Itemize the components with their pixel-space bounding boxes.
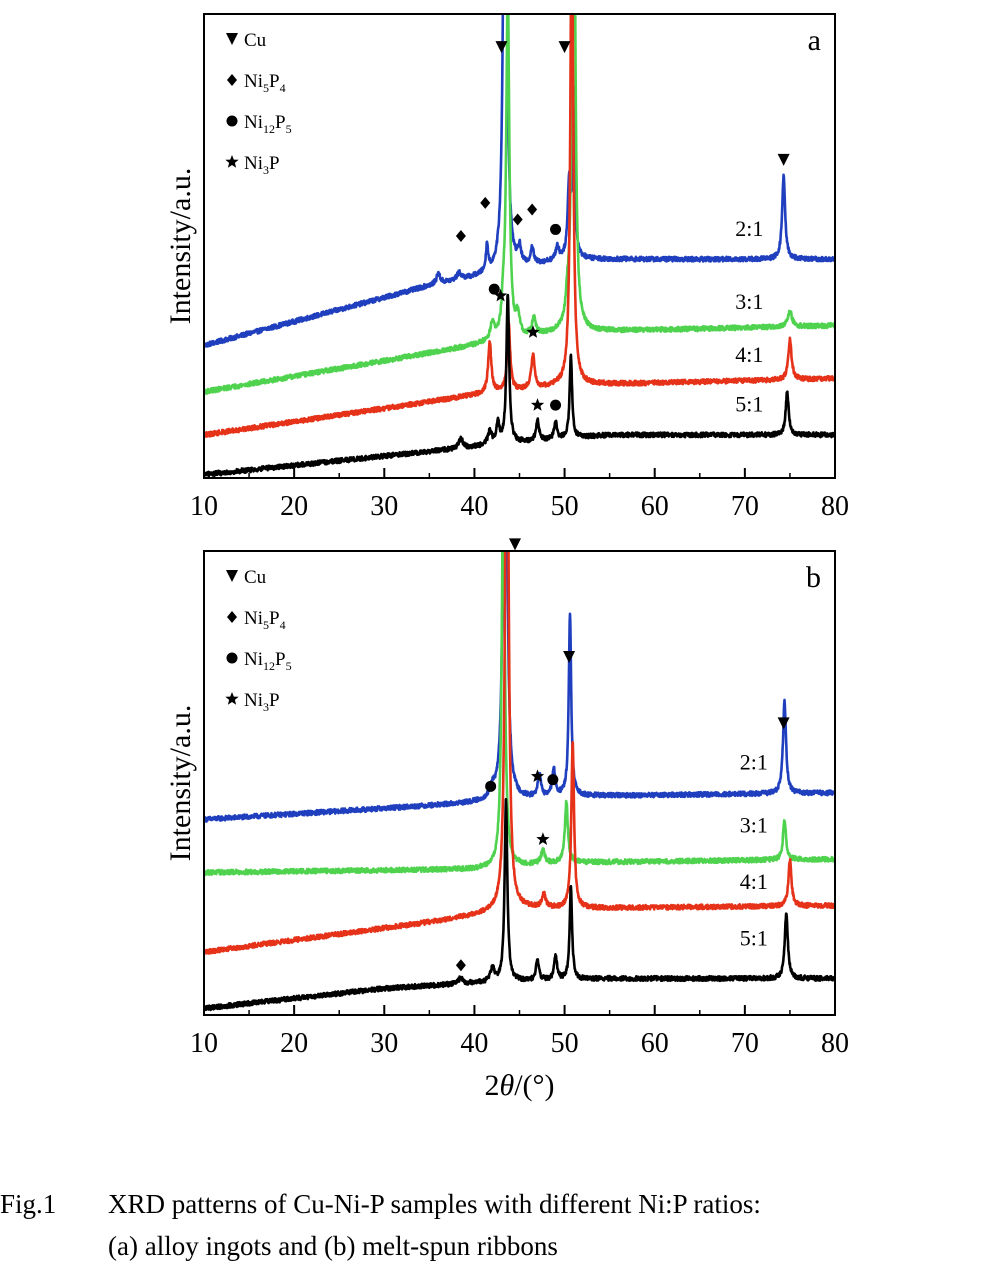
peak-marker-triangle: [495, 41, 508, 54]
series-line-5-1: [204, 797, 835, 1012]
series-line-3-1: [204, 551, 835, 877]
legend-marker-star: [225, 155, 239, 168]
legend: Cu Ni5P4 Ni12P5 Ni3P: [225, 30, 292, 177]
peak-marker-star: [530, 398, 545, 411]
peak-marker-diamond: [512, 213, 523, 226]
series-label: 2:1: [740, 750, 768, 775]
peak-marker-triangle: [777, 153, 790, 166]
series-label: 4:1: [740, 869, 768, 894]
panel-b-chart: 10 20 30 40 50 60 70 80 Intensity/a.u. 2θ/(°) b Cu N…: [164, 538, 849, 1102]
legend-marker-triangle: [226, 33, 238, 45]
series-line-4-1: [204, 14, 835, 438]
peak-marker-diamond: [455, 230, 466, 243]
x-tick-label: 20: [280, 1028, 308, 1059]
caption-line-2: (a) alloy ingots and (b) melt-spun ribbo…: [108, 1231, 558, 1261]
legend-label: Cu: [244, 30, 267, 51]
series-label: 5:1: [735, 392, 763, 417]
x-tick-label: 30: [370, 491, 398, 522]
x-tick-label: 40: [460, 491, 488, 522]
legend-label: Ni5P4: [244, 71, 286, 95]
series-label: 4:1: [735, 342, 763, 367]
series-label: 3:1: [740, 813, 768, 838]
figure-caption: Fig.1 XRD patterns of Cu-Ni-P samples wi…: [0, 1183, 1002, 1267]
series-label: 5:1: [740, 925, 768, 950]
x-tick-label: 40: [460, 1028, 488, 1059]
x-tick-label: 30: [370, 1028, 398, 1059]
legend-label: Ni5P4: [244, 608, 286, 632]
legend-marker-diamond: [227, 611, 237, 623]
legend-marker-star: [225, 692, 239, 705]
series-lines: [204, 551, 835, 1012]
peak-marker-triangle: [563, 651, 576, 664]
x-axis-label: 2θ/(°): [484, 1069, 554, 1102]
legend-label: Cu: [244, 567, 267, 588]
y-axis-label: Intensity/a.u.: [164, 168, 197, 325]
x-tick-label: 70: [731, 491, 759, 522]
peak-marker-star: [536, 832, 550, 845]
legend: Cu Ni5P4 Ni12P5 Ni3P: [225, 567, 292, 714]
x-tick-label: 80: [821, 491, 849, 522]
panel-label: a: [808, 24, 821, 57]
x-tick-label: 80: [821, 1028, 849, 1059]
caption-line-1: XRD patterns of Cu-Ni-P samples with dif…: [108, 1189, 761, 1219]
x-tick-label: 70: [731, 1028, 759, 1059]
x-tick-label: 10: [190, 491, 218, 522]
panel-a-chart: 10 20 30 40 50 60 70 80 Intensity/a.u. a Cu Ni5P4 Ni…: [164, 13, 849, 522]
legend-label: Ni12P5: [244, 112, 292, 136]
series-line-5-1: [204, 293, 835, 478]
legend-marker-diamond: [227, 74, 237, 86]
legend-label: Ni3P: [244, 690, 280, 714]
peak-marker-triangle: [558, 41, 571, 54]
x-tick-label: 50: [551, 1028, 579, 1059]
peak-marker-circle: [550, 399, 562, 411]
peak-marker-circle: [547, 774, 559, 786]
peak-marker-diamond: [455, 959, 466, 972]
series-line-2-1: [204, 551, 835, 823]
peak-marker-triangle: [777, 717, 790, 730]
legend-label: Ni12P5: [244, 649, 292, 673]
legend-marker-circle: [226, 115, 238, 127]
x-tick-label: 60: [641, 491, 669, 522]
peak-marker-diamond: [527, 203, 538, 216]
panel-label: b: [806, 561, 821, 594]
x-tick-label: 60: [641, 1028, 669, 1059]
peak-marker-diamond: [480, 196, 491, 209]
series-label: 3:1: [735, 289, 763, 314]
x-tick-label: 10: [190, 1028, 218, 1059]
series-line-4-1: [204, 551, 835, 955]
series-lines: [204, 14, 835, 478]
series-label: 2:1: [735, 216, 763, 241]
series-line-2-1: [204, 14, 835, 348]
legend-marker-circle: [226, 652, 238, 664]
legend-label: Ni3P: [244, 153, 280, 177]
y-axis-label: Intensity/a.u.: [164, 705, 197, 862]
legend-marker-triangle: [226, 570, 238, 582]
peak-marker-star: [526, 325, 540, 338]
x-tick-label: 50: [551, 491, 579, 522]
series-line-3-1: [204, 14, 835, 396]
x-tick-label: 20: [280, 491, 308, 522]
peak-marker-circle: [550, 223, 562, 235]
peak-marker-star: [530, 769, 545, 782]
caption-number: Fig.1: [0, 1189, 57, 1219]
peak-marker-circle: [485, 780, 497, 792]
peak-marker-star: [493, 288, 508, 302]
peak-marker-triangle: [508, 538, 521, 551]
peak-marker-circle: [488, 283, 500, 295]
